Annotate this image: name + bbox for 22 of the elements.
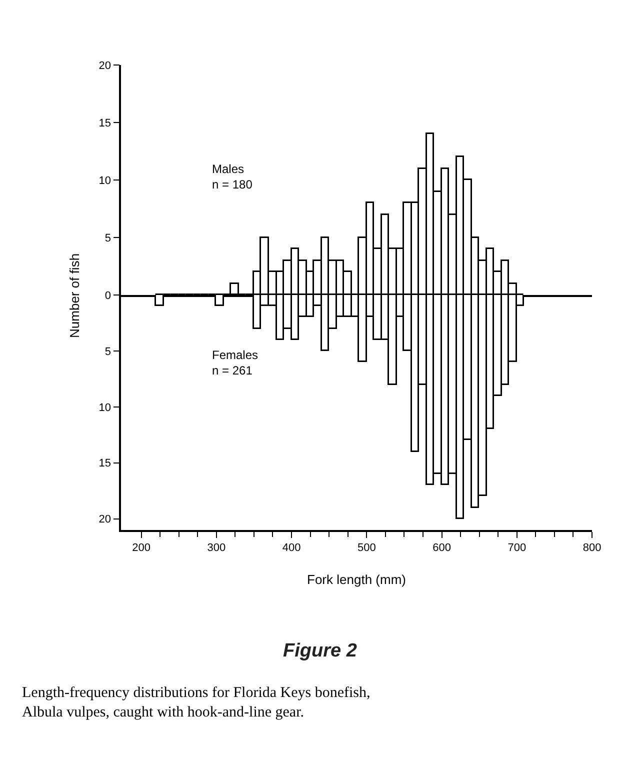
x-tick-label: 300	[207, 542, 226, 554]
y-tick-label: 20	[98, 514, 112, 526]
y-tick-label: 0	[104, 290, 112, 302]
text: Figure 2	[283, 640, 358, 662]
x-tick-label: 700	[508, 542, 526, 554]
x-axis-title: Fork length (mm)	[307, 572, 406, 588]
y-tick-label: 15	[98, 117, 112, 130]
y-tick-label: 10	[98, 174, 112, 187]
y-tick-label: 5	[104, 346, 112, 358]
y-tick-label: 15	[98, 458, 112, 470]
y-tick-label: 10	[98, 402, 112, 414]
annotation: Females n = 261	[212, 348, 258, 378]
x-tick-label: 500	[357, 542, 376, 554]
y-axis-title: Number of fish	[66, 253, 82, 338]
text: Length-frequency distributions for Florida Keys bonefish, Albula vulpes, caught with hook-and-line gear.	[22, 685, 370, 720]
y-tick-label: 5	[104, 232, 112, 244]
x-tick-label: 800	[582, 542, 602, 554]
x-tick-label: 200	[132, 542, 150, 554]
x-tick-label: 600	[432, 542, 451, 554]
y-tick-label: 20	[98, 60, 112, 72]
x-tick-label: 400	[282, 542, 301, 554]
annotation: Males n = 180	[212, 162, 253, 192]
